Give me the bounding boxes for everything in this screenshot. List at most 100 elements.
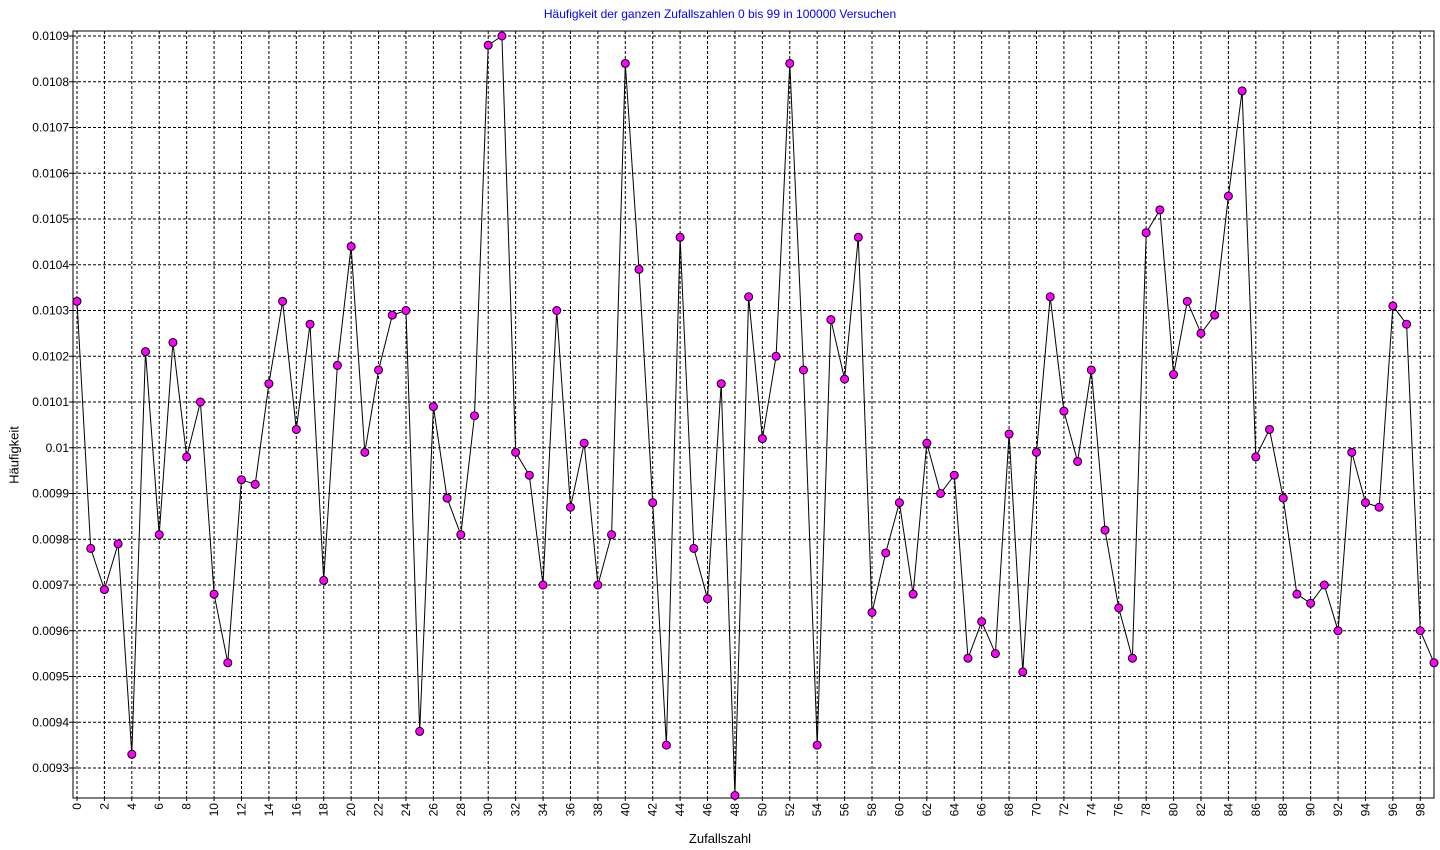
y-tick-label: 0.0107 xyxy=(32,121,69,135)
data-point xyxy=(223,658,233,668)
x-tick-label: 52 xyxy=(783,803,797,817)
data-point xyxy=(1278,493,1288,503)
data-point xyxy=(1306,598,1316,608)
data-point xyxy=(1073,456,1083,466)
data-point xyxy=(387,310,397,320)
data-point xyxy=(798,365,808,375)
data-point xyxy=(1127,653,1137,663)
data-point xyxy=(319,575,329,585)
data-point xyxy=(634,264,644,274)
x-tick-label: 66 xyxy=(975,803,989,817)
data-point xyxy=(1237,86,1247,96)
x-tick-label: 74 xyxy=(1084,803,1098,817)
x-tick-label: 88 xyxy=(1276,803,1290,817)
data-point xyxy=(1360,498,1370,508)
data-point xyxy=(278,296,288,306)
y-tick-label: 0.0093 xyxy=(32,761,69,775)
x-tick-label: 96 xyxy=(1386,803,1400,817)
x-tick-label: 48 xyxy=(728,803,742,817)
data-point xyxy=(867,607,877,617)
data-point xyxy=(1265,424,1275,434)
x-tick-label: 80 xyxy=(1167,803,1181,817)
data-point xyxy=(236,475,246,485)
data-point xyxy=(977,617,987,627)
data-point xyxy=(840,374,850,384)
data-point xyxy=(250,479,260,489)
data-point xyxy=(360,447,370,457)
data-point xyxy=(1333,626,1343,636)
data-point xyxy=(264,379,274,389)
x-tick-label: 0 xyxy=(70,803,84,810)
data-point xyxy=(881,548,891,558)
y-tick-label: 0.01 xyxy=(46,441,70,455)
y-tick-label: 0.0097 xyxy=(32,578,69,592)
chart-title: Häufigkeit der ganzen Zufallszahlen 0 bi… xyxy=(543,7,897,21)
data-point xyxy=(990,649,1000,659)
data-point xyxy=(456,530,466,540)
data-point xyxy=(497,31,507,41)
x-tick-label: 26 xyxy=(426,803,440,817)
data-point xyxy=(1141,228,1151,238)
data-point xyxy=(1319,580,1329,590)
data-point xyxy=(1086,365,1096,375)
x-tick-label: 56 xyxy=(838,803,852,817)
plot-frame xyxy=(72,30,1435,799)
data-point xyxy=(428,402,438,412)
data-point xyxy=(1402,319,1412,329)
x-tick-label: 32 xyxy=(509,803,523,817)
data-point xyxy=(607,530,617,540)
data-point xyxy=(1223,191,1233,201)
x-tick-label: 42 xyxy=(646,803,660,817)
x-tick-label: 2 xyxy=(97,803,111,810)
y-tick-label: 0.0096 xyxy=(32,624,69,638)
data-point xyxy=(785,58,795,68)
data-point xyxy=(113,539,123,549)
data-point xyxy=(1415,626,1425,636)
data-point xyxy=(442,493,452,503)
y-tick-label: 0.0102 xyxy=(32,349,69,363)
data-point xyxy=(661,740,671,750)
x-tick-label: 98 xyxy=(1413,803,1427,817)
data-point xyxy=(716,379,726,389)
x-tick-label: 54 xyxy=(810,803,824,817)
x-tick-label: 34 xyxy=(536,803,550,817)
x-tick-label: 6 xyxy=(152,803,166,810)
x-tick-label: 10 xyxy=(207,803,221,817)
x-tick-label: 64 xyxy=(947,803,961,817)
series-line xyxy=(76,35,1435,796)
x-tick-label: 40 xyxy=(618,803,632,817)
x-tick-label: 90 xyxy=(1304,803,1318,817)
x-tick-label: 24 xyxy=(399,803,413,817)
data-point xyxy=(1210,310,1220,320)
data-point xyxy=(374,365,384,375)
x-tick-label: 22 xyxy=(372,803,386,817)
x-tick-label: 20 xyxy=(344,803,358,817)
x-tick-label: 86 xyxy=(1249,803,1263,817)
data-point xyxy=(853,232,863,242)
y-tick-label: 0.0095 xyxy=(32,670,69,684)
x-tick-label: 4 xyxy=(125,803,139,810)
data-point xyxy=(483,40,493,50)
data-point xyxy=(1100,525,1110,535)
x-tick-label: 28 xyxy=(454,803,468,817)
y-tick-label: 0.0098 xyxy=(32,532,69,546)
data-point xyxy=(415,726,425,736)
data-point xyxy=(1182,296,1192,306)
x-tick-label: 68 xyxy=(1002,803,1016,817)
data-point xyxy=(141,347,151,357)
data-point xyxy=(1155,205,1165,215)
x-tick-label: 50 xyxy=(755,803,769,817)
data-point xyxy=(922,438,932,448)
x-tick-label: 58 xyxy=(865,803,879,817)
x-tick-label: 78 xyxy=(1139,803,1153,817)
data-point xyxy=(949,470,959,480)
y-tick-label: 0.0104 xyxy=(32,258,69,272)
data-point xyxy=(511,447,521,457)
data-point xyxy=(593,580,603,590)
data-point xyxy=(1292,589,1302,599)
data-point xyxy=(127,749,137,759)
x-tick-label: 30 xyxy=(481,803,495,817)
x-tick-label: 76 xyxy=(1112,803,1126,817)
data-point xyxy=(963,653,973,663)
